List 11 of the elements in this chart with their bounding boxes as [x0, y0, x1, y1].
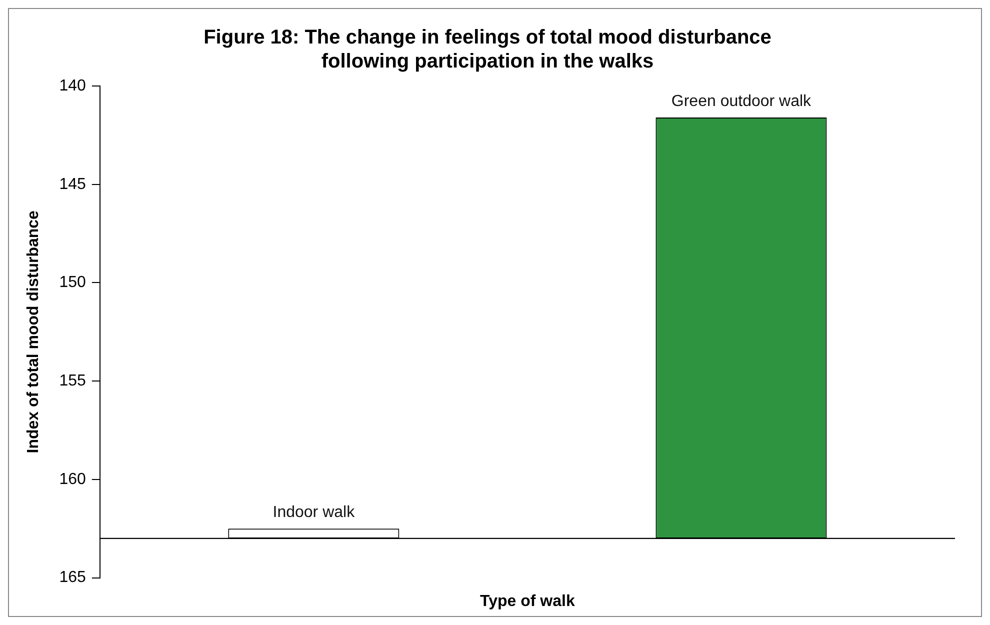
- y-tick-label: 155: [59, 372, 86, 390]
- y-tick-label: 140: [59, 77, 86, 94]
- y-tick-label: 145: [59, 176, 86, 193]
- y-tick-label: 160: [59, 470, 86, 488]
- x-tick-label: Green outdoor walk: [671, 92, 812, 110]
- y-tick-label: 150: [59, 274, 86, 292]
- y-axis-title: Index of total mood disturbance: [25, 210, 42, 454]
- chart-title: Figure 18: The change in feelings of total mood disturbance following participation in the walks: [204, 26, 772, 73]
- x-tick-label: Indoor walk: [272, 504, 356, 522]
- y-tick-label: 165: [59, 569, 86, 586]
- x-axis-title: Type of walk: [480, 592, 575, 610]
